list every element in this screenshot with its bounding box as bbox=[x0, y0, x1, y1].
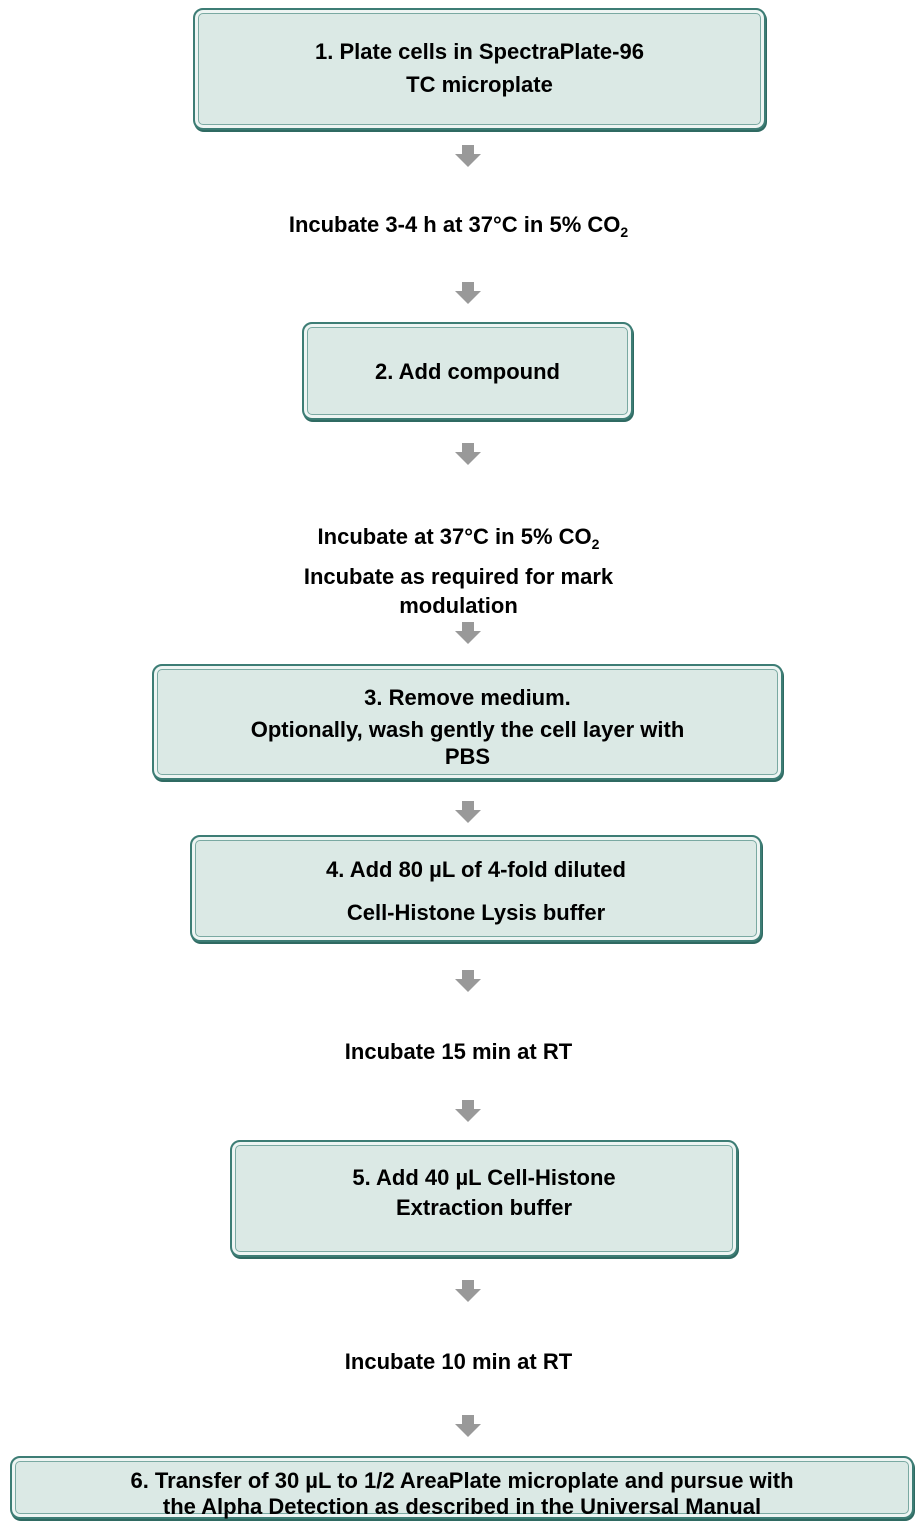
incubation-text: Incubate at 37°C in 5% CO bbox=[317, 524, 592, 549]
arrow bbox=[455, 970, 481, 992]
step-text: Cell-Histone Lysis buffer bbox=[346, 900, 606, 925]
step-text: Extraction buffer bbox=[395, 1195, 573, 1220]
incubation-text: Incubate 3-4 h at 37°C in 5% CO2 bbox=[0, 212, 917, 240]
subscript: 2 bbox=[591, 536, 600, 552]
step-text: 4. Add 80 µL of 4-fold diluted bbox=[326, 857, 626, 882]
step-box bbox=[10, 1456, 914, 1519]
arrow bbox=[455, 282, 481, 304]
incubation-text: Incubate 10 min at RT bbox=[344, 1349, 573, 1374]
arrow bbox=[455, 443, 481, 465]
arrow bbox=[455, 1100, 481, 1122]
subscript: 2 bbox=[620, 224, 629, 240]
step-box bbox=[302, 322, 633, 420]
arrow bbox=[455, 1415, 481, 1437]
step-text: 5. Add 40 µL Cell-Histone bbox=[352, 1165, 616, 1190]
step-text: TC microplate bbox=[406, 72, 553, 97]
incubation-text: Incubate as required for mark bbox=[303, 564, 614, 589]
step-box bbox=[190, 835, 762, 942]
step-text: 3. Remove medium. bbox=[364, 685, 571, 710]
arrow bbox=[455, 801, 481, 823]
step-text: PBS bbox=[444, 744, 491, 769]
incubation-text: Incubate at 37°C in 5% CO2 bbox=[0, 524, 917, 552]
step-text: the Alpha Detection as described in the … bbox=[162, 1494, 762, 1519]
incubation-text: Incubate 3-4 h at 37°C in 5% CO bbox=[288, 212, 621, 237]
arrow bbox=[455, 145, 481, 167]
step-box bbox=[193, 8, 766, 130]
step-box bbox=[152, 664, 783, 780]
step-text: Optionally, wash gently the cell layer w… bbox=[250, 717, 685, 742]
step-text: 2. Add compound bbox=[375, 359, 560, 384]
incubation-text: Incubate 15 min at RT bbox=[344, 1039, 573, 1064]
arrow bbox=[455, 622, 481, 644]
arrow bbox=[455, 1280, 481, 1302]
incubation-text: modulation bbox=[399, 593, 518, 618]
step-text: 1. Plate cells in SpectraPlate-96 bbox=[315, 39, 644, 64]
step-box bbox=[230, 1140, 738, 1257]
step-text: 6. Transfer of 30 µL to 1/2 AreaPlate mi… bbox=[130, 1468, 794, 1493]
